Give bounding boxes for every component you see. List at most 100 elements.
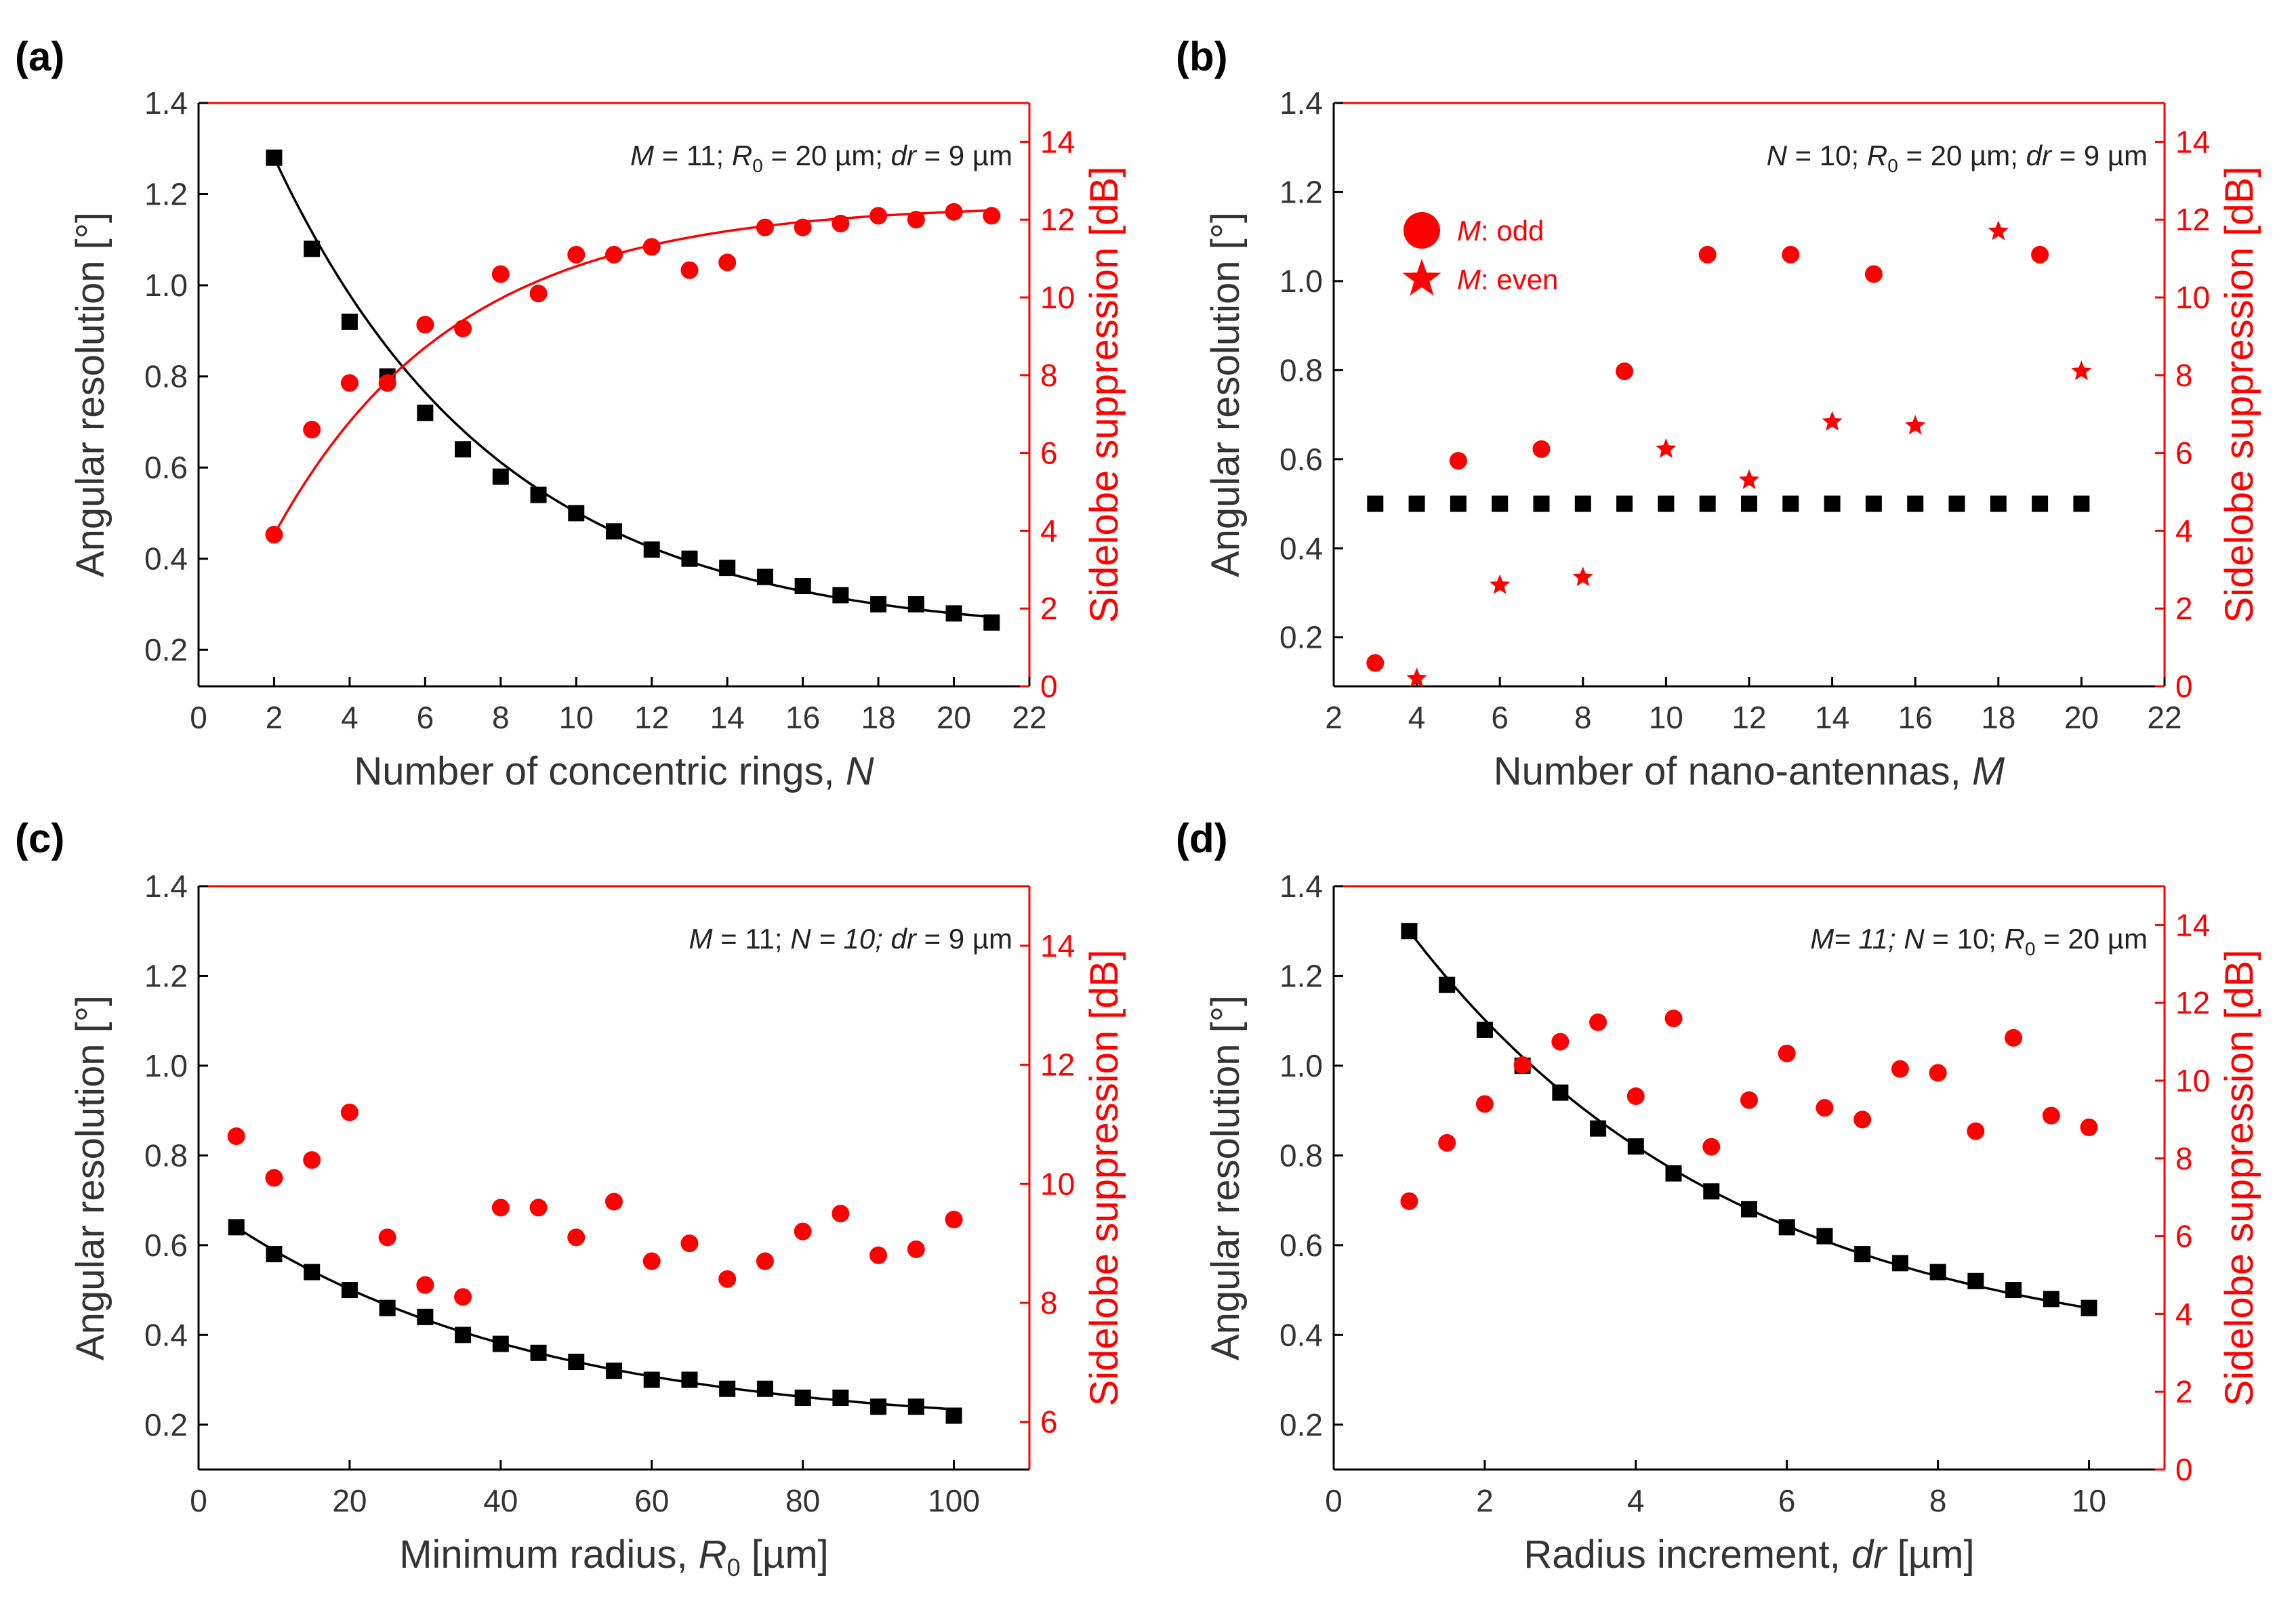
resolution-point [1492,495,1509,512]
sidelobe-point [832,1205,850,1223]
resolution-point [417,404,434,421]
y-tick-label: 1.2 [144,177,188,212]
y2-tick-label: 4 [2175,513,2193,548]
resolution-point [945,605,962,622]
sidelobe-point [2080,1118,2098,1136]
y2-axis-label: Sidelobe suppression [dB] [2217,167,2261,623]
resolution-point [2005,1282,2022,1299]
sidelobe-point [1702,1138,1721,1156]
resolution-point [719,1380,736,1397]
resolution-point [1929,1264,1946,1281]
legend-circle-marker [1403,212,1440,249]
sidelobe-point [265,1169,283,1187]
y-tick-label: 0.4 [144,541,188,577]
x-tick-label: 8 [1574,700,1592,735]
x-axis-label: Number of concentric rings, N [354,749,874,793]
y2-tick-label: 10 [2175,280,2210,315]
sidelobe-point [378,374,396,392]
sidelobe-point [529,285,548,303]
y-axis-label: Angular resolution [°] [68,212,112,577]
y-tick-label: 0.6 [144,1228,188,1263]
x-tick-label: 0 [190,700,207,735]
resolution-point [2032,495,2049,512]
parameter-annotation: N = 10; R0 = 20 µm; dr = 9 µm [1767,140,2148,176]
sidelobe-point [1400,1192,1418,1210]
y2-tick-label: 6 [2175,436,2193,471]
sidelobe-point [832,214,850,232]
resolution-point [907,1398,924,1415]
resolution-point [945,1407,962,1424]
resolution-point [379,1299,396,1316]
resolution-point [1778,1219,1795,1236]
x-tick-label: 40 [483,1483,518,1518]
resolution-point [1627,1138,1644,1155]
sidelobe-point [1513,1056,1532,1075]
resolution-point [1665,1165,1682,1182]
sidelobe-point [680,261,699,279]
resolution-point [832,587,849,604]
y-tick-label: 0.8 [1279,352,1323,388]
resolution-point [1616,495,1633,512]
resolution-point [1408,495,1425,512]
y2-tick-label: 12 [1040,1047,1075,1083]
sidelobe-point [1782,245,1800,264]
y2-tick-label: 4 [1040,513,1058,548]
y-tick-label: 1.2 [1279,958,1323,993]
x-tick-label: 4 [1627,1483,1645,1518]
resolution-point [832,1390,849,1407]
sidelobe-point [1929,1064,1947,1082]
sidelobe-point [454,1288,472,1306]
y2-tick-label: 12 [2175,985,2210,1020]
x-tick-label: 2 [266,700,283,735]
y-tick-label: 0.2 [1279,620,1323,655]
y2-tick-label: 4 [2175,1296,2193,1331]
x-tick-label: 22 [2147,700,2181,735]
x-tick-label: 4 [1408,700,1426,735]
sidelobe-star-point [1988,220,2009,241]
resolution-point [341,1282,358,1299]
x-tick-label: 100 [928,1483,980,1518]
resolution-point [492,1335,509,1352]
sidelobe-point [1967,1122,1985,1140]
sidelobe-point [756,218,774,236]
resolution-point [568,505,585,522]
resolution-point [870,596,887,612]
sidelobe-point [454,319,472,337]
sidelobe-point [567,245,586,264]
resolution-point [870,1398,887,1415]
y-tick-label: 0.4 [1279,530,1323,566]
resolution-point [1782,495,1799,512]
resolution-point [1891,1255,1908,1272]
resolution-point [794,1390,811,1407]
sidelobe-point [1891,1060,1909,1078]
parameter-annotation: M= 11; N = 10; R0 = 20 µm [1810,923,2148,959]
panel-3: (c) 0 20 40 60 80 100 0.2 0.4 0.6 0.8 1.0 1.2 1.4 6 8 10… [15,816,1126,1581]
y-tick-label: 1.0 [1279,1048,1323,1083]
x-tick-label: 8 [492,700,510,735]
y2-tick-label: 12 [2175,202,2210,237]
sidelobe-point [416,1276,434,1294]
y2-tick-label: 12 [1040,202,1075,237]
resolution-point [266,149,283,166]
legend-star-marker [1402,259,1441,296]
sidelobe-point [1698,245,1717,264]
sidelobe-star-point [1656,438,1677,458]
sidelobe-point [718,253,737,272]
sidelobe-point [680,1234,699,1253]
resolution-point [643,541,660,558]
y2-axis-label: Sidelobe suppression [dB] [2217,950,2261,1407]
y2-tick-label: 6 [1040,436,1058,471]
x-tick-label: 22 [1012,700,1046,735]
y2-tick-label: 8 [1040,1285,1058,1320]
sidelobe-star-point [1738,469,1760,489]
parameter-annotation: M = 11; N = 10; dr = 9 µm [689,923,1012,955]
x-axis-label: Radius increment, dr [µm] [1523,1533,1974,1577]
resolution-point [907,596,924,612]
resolution-fit-curve [235,1226,954,1411]
sidelobe-point [1664,1009,1683,1028]
resolution-point [1450,495,1467,512]
sidelobe-point [605,245,623,264]
sidelobe-point [340,374,358,392]
y-axis-label: Angular resolution [°] [68,995,112,1360]
sidelobe-point [1475,1095,1494,1113]
